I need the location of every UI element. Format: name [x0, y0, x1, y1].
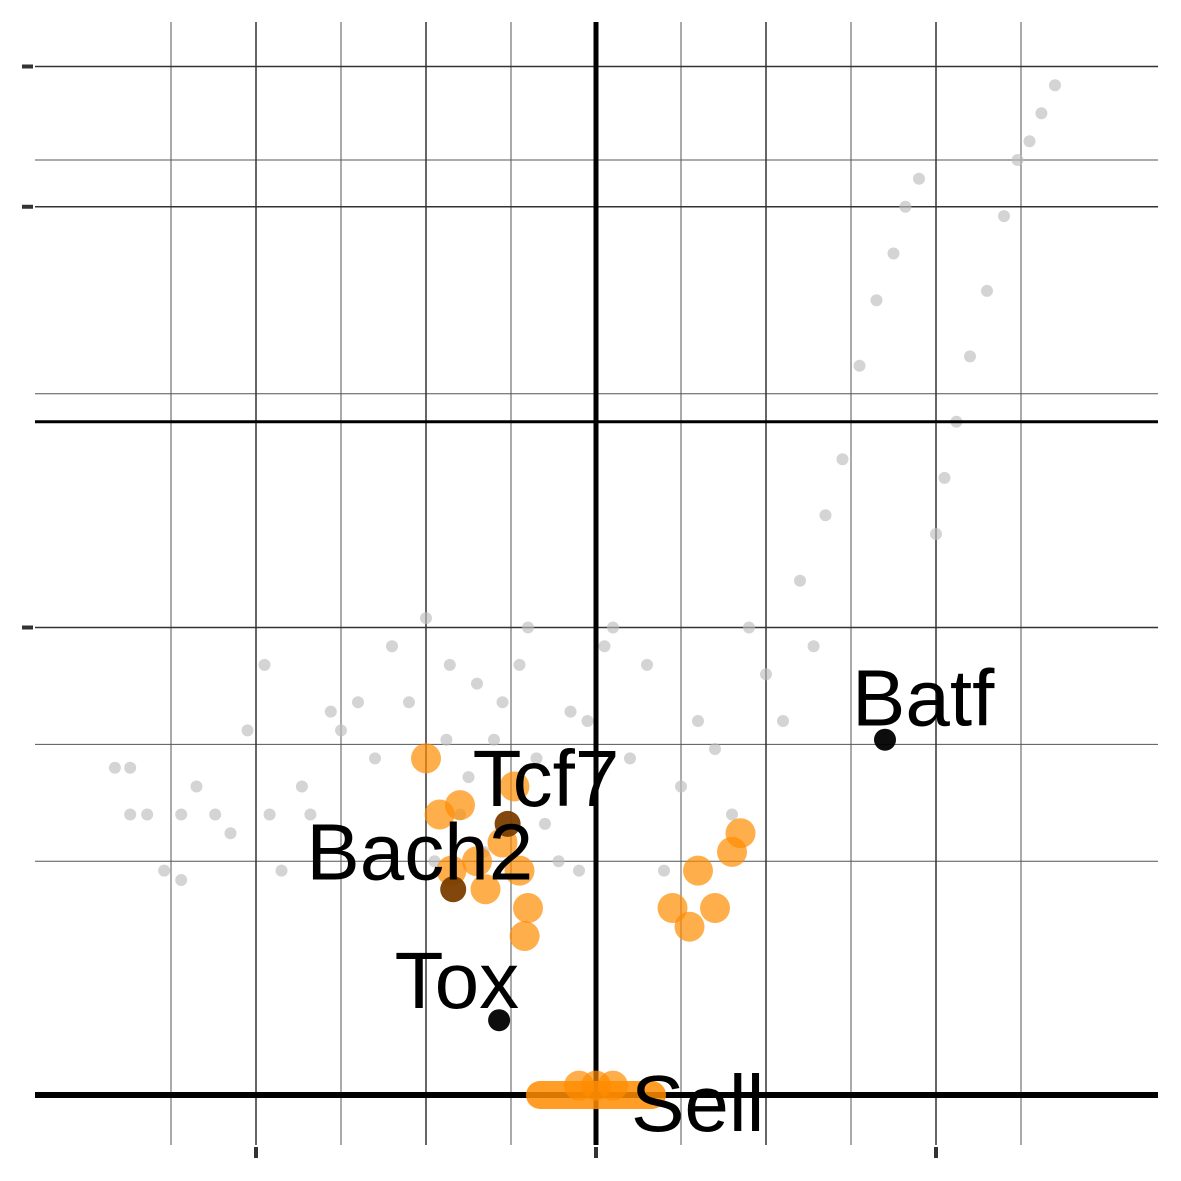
background-point: [870, 294, 883, 307]
threshold-lines: [35, 22, 1158, 1145]
background-point: [836, 453, 849, 466]
gene-label-tox: Tox: [395, 936, 520, 1025]
background-point: [1049, 79, 1061, 92]
labelled-point-sell: [526, 1081, 666, 1109]
background-point: [624, 752, 636, 765]
background-point: [522, 621, 534, 634]
background-point: [462, 771, 475, 784]
gene-label-batf: Batf: [852, 654, 995, 743]
background-point: [539, 817, 551, 830]
background-point: [403, 696, 415, 709]
background-point: [709, 743, 721, 756]
gene-label-bach2: Bach2: [306, 807, 533, 896]
highlight-point: [509, 921, 540, 952]
background-point: [295, 780, 308, 793]
gene-label-sell: Sell: [631, 1059, 764, 1148]
highlight-point: [499, 771, 530, 802]
background-point: [513, 658, 526, 671]
background-point: [819, 509, 832, 522]
background-point: [530, 752, 543, 765]
background-points: [108, 79, 1061, 886]
background-point: [335, 724, 347, 737]
background-point: [581, 715, 594, 727]
background-point: [692, 715, 704, 727]
highlight-point: [725, 818, 756, 849]
background-point: [899, 200, 912, 213]
background-point: [209, 808, 222, 821]
background-point: [428, 855, 441, 868]
background-point: [564, 705, 577, 718]
background-point: [324, 705, 337, 718]
background-point: [743, 621, 755, 634]
background-point: [158, 864, 171, 877]
labelled-points: [440, 728, 896, 1109]
labelled-point-bach2: [440, 876, 467, 903]
background-point: [443, 658, 456, 671]
background-point: [175, 873, 188, 886]
background-point: [964, 350, 976, 363]
background-point: [641, 658, 653, 671]
background-point: [1011, 154, 1024, 166]
background-point: [1035, 107, 1048, 120]
labelled-point-tcf7: [494, 810, 521, 837]
highlight-point: [411, 743, 441, 774]
labelled-point-batf: [874, 728, 896, 751]
background-point: [913, 172, 925, 185]
background-point: [175, 808, 188, 821]
highlight-point: [504, 855, 535, 886]
background-point: [141, 808, 154, 821]
background-point: [552, 855, 565, 868]
background-point: [488, 733, 500, 746]
labelled-point-tox: [488, 1009, 511, 1032]
background-point: [887, 247, 900, 260]
highlight-point: [700, 893, 730, 923]
background-point: [981, 284, 993, 297]
axis-ticks: [22, 64, 938, 1158]
background-point: [471, 677, 483, 690]
background-point: [777, 715, 789, 727]
background-point: [930, 528, 942, 540]
background-point: [607, 621, 619, 634]
highlight-point: [674, 911, 705, 942]
gene-label-tcf7: Tcf7: [473, 734, 620, 823]
background-point: [726, 808, 738, 821]
highlight-point: [683, 855, 713, 886]
background-point: [938, 471, 951, 484]
background-point: [496, 696, 509, 709]
background-point: [263, 808, 276, 821]
highlight-points: [411, 743, 756, 1101]
background-point: [1023, 135, 1036, 148]
background-point: [853, 359, 866, 372]
background-point: [998, 210, 1010, 223]
background-point: [369, 752, 381, 765]
background-point: [258, 658, 271, 671]
background-point: [573, 864, 585, 877]
background-point: [241, 724, 254, 737]
background-point: [794, 574, 806, 587]
background-point: [124, 761, 137, 774]
background-point: [352, 696, 364, 709]
highlight-point: [462, 846, 492, 877]
background-point: [675, 780, 687, 793]
background-point: [598, 640, 611, 653]
background-point: [275, 864, 288, 877]
highlight-point: [445, 790, 475, 821]
background-point: [386, 640, 398, 653]
background-point: [440, 733, 453, 746]
background-point: [108, 761, 121, 774]
background-point: [420, 612, 432, 625]
background-point: [760, 668, 772, 681]
highlight-point: [470, 874, 501, 905]
background-point: [807, 640, 820, 653]
background-point: [124, 808, 137, 821]
background-point: [190, 780, 203, 793]
background-point: [658, 864, 670, 877]
highlight-point: [513, 893, 543, 923]
background-point: [224, 827, 237, 840]
background-point: [304, 808, 317, 821]
